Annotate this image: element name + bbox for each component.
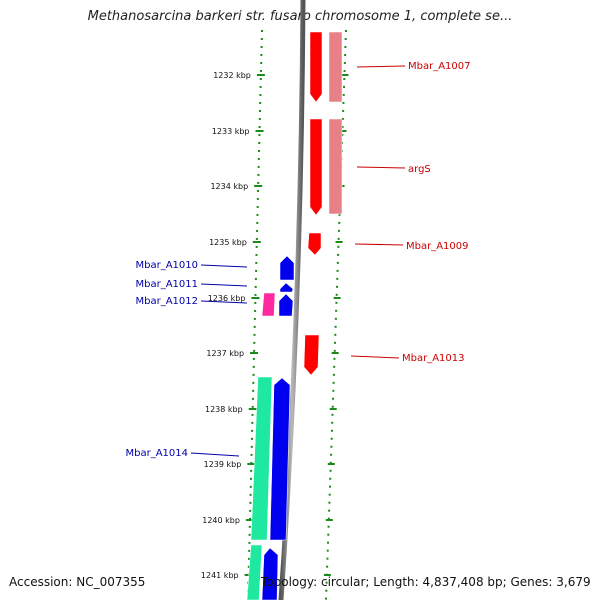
gene-label[interactable]: Mbar_A1011 xyxy=(135,279,198,290)
gene-arrow-forward[interactable] xyxy=(309,31,323,103)
gene-label-leader xyxy=(200,300,248,304)
ruler-tick-label: 1232 kbp xyxy=(213,71,251,80)
gene-label-leader xyxy=(200,264,248,268)
gene-label-leader xyxy=(356,65,406,68)
ruler-tick-label: 1235 kbp xyxy=(209,238,247,247)
accession-text: Accession: NC_007355 xyxy=(9,575,146,589)
ruler-tick-label: 1237 kbp xyxy=(206,349,244,358)
gene-label[interactable]: Mbar_A1010 xyxy=(135,260,198,271)
gene-block-teal[interactable] xyxy=(250,376,273,541)
gene-label-leader xyxy=(200,283,248,287)
gene-block-teal[interactable] xyxy=(246,544,263,600)
gene-arrow-reverse[interactable] xyxy=(278,293,294,317)
gene-arrow-reverse[interactable] xyxy=(269,377,291,541)
gene-label[interactable]: Mbar_A1013 xyxy=(402,353,465,364)
gene-label[interactable]: Mbar_A1007 xyxy=(408,61,471,72)
ruler-tick-label: 1238 kbp xyxy=(205,405,243,414)
ruler-tick-label: 1236 kbp xyxy=(208,294,246,303)
map-title: Methanosarcina barkeri str. fusaro chrom… xyxy=(87,9,513,24)
ruler-tick-label: 1234 kbp xyxy=(210,182,248,191)
gene-arrow-reverse[interactable] xyxy=(279,255,295,281)
gene-block-forward[interactable] xyxy=(328,118,343,215)
gene-block-pink[interactable] xyxy=(261,292,276,317)
gene-block-forward[interactable] xyxy=(328,31,343,103)
gene-arrow-reverse[interactable] xyxy=(279,282,294,293)
gene-label[interactable]: argS xyxy=(408,164,431,175)
gene-arrow-forward[interactable] xyxy=(309,118,323,216)
gene-label-leader xyxy=(350,355,400,359)
gene-arrow-forward[interactable] xyxy=(307,232,322,256)
gene-label[interactable]: Mbar_A1014 xyxy=(125,448,188,459)
gene-arrow-reverse[interactable] xyxy=(261,547,279,600)
gene-label[interactable]: Mbar_A1009 xyxy=(406,241,469,252)
ruler-tick-label: 1233 kbp xyxy=(212,127,250,136)
gene-label-leader xyxy=(356,166,406,169)
ruler-tick-label: 1240 kbp xyxy=(202,516,240,525)
ruler-tick-label: 1241 kbp xyxy=(201,571,239,580)
gene-label-leader xyxy=(190,452,240,457)
genome-summary: Topology: circular; Length: 4,837,408 bp… xyxy=(261,575,591,589)
gene-label[interactable]: Mbar_A1012 xyxy=(135,296,198,307)
right-dotted-track xyxy=(325,29,347,600)
gene-label-leader xyxy=(354,243,404,246)
gene-arrow-forward[interactable] xyxy=(303,334,320,376)
ruler-tick-label: 1239 kbp xyxy=(204,460,242,469)
